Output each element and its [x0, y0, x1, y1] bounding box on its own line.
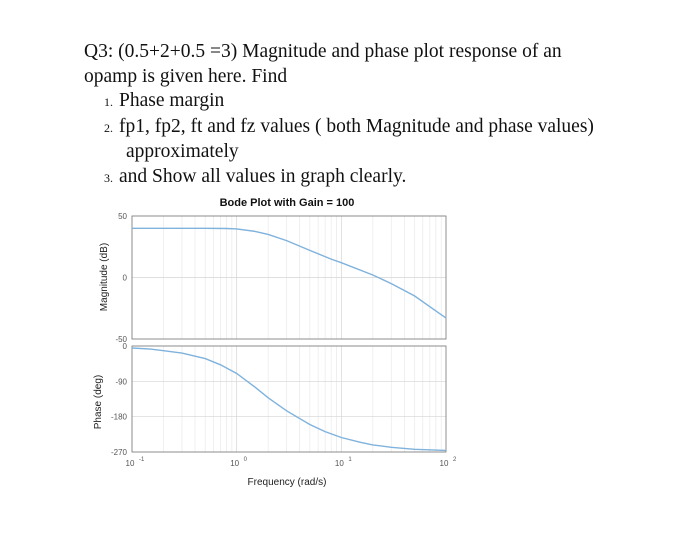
list-number: 2.	[104, 120, 113, 135]
list-item: 3. and Show all values in graph clearly.	[84, 165, 674, 191]
x-tick-label: 10	[126, 459, 135, 468]
magnitude-series-line	[132, 227, 447, 319]
x-tick-exponent: 1	[348, 457, 352, 463]
x-tick-exponent: -1	[139, 457, 145, 463]
x-tick-label: 10	[335, 459, 344, 468]
list-item: 2. fp1, fp2, ft and fz values ( both Mag…	[84, 115, 674, 141]
chart-title: Bode Plot with Gain = 100	[220, 197, 355, 209]
phase-grid	[131, 345, 446, 453]
phase-y-tick-label: -90	[115, 377, 127, 386]
list-text: and Show all values in graph clearly.	[119, 165, 407, 187]
x-tick-exponent: 2	[453, 457, 457, 463]
phase-series-line	[131, 347, 447, 452]
list-text: Phase margin	[119, 90, 225, 111]
phase-y-tick-label: -180	[111, 413, 128, 422]
list-item: 1. Phase margin	[84, 89, 674, 115]
question-text: Q3: (0.5+2+0.5 =3) Magnitude and phase p…	[84, 40, 674, 190]
magnitude-y-tick-label: 50	[118, 212, 127, 221]
phase-y-label: Phase (deg)	[93, 375, 104, 429]
magnitude-y-tick-label: 0	[123, 274, 128, 283]
frequency-x-ticks: 10 -1 10 0 10 1 10 2	[126, 457, 457, 468]
phase-y-tick-label: -270	[111, 448, 128, 457]
phase-plot-frame	[131, 345, 447, 453]
magnitude-y-ticks: 50 0 -50	[115, 212, 127, 344]
question-line-2: opamp is given here. Find	[84, 65, 288, 87]
question-line-1: Q3: (0.5+2+0.5 =3) Magnitude and phase p…	[84, 41, 562, 62]
frequency-x-label: Frequency (rad/s)	[248, 477, 327, 488]
magnitude-plot-frame	[131, 215, 447, 340]
list-number: 1.	[104, 95, 113, 109]
x-tick-label: 10	[440, 459, 449, 468]
list-text: approximately	[126, 141, 239, 162]
list-number: 3.	[104, 170, 113, 185]
phase-y-tick-label: 0	[123, 342, 128, 351]
phase-y-ticks: 0 -90 -180 -270	[111, 342, 128, 457]
list-text: fp1, fp2, ft and fz values ( both Magnit…	[119, 115, 594, 137]
x-tick-label: 10	[230, 459, 239, 468]
magnitude-y-label: Magnitude (dB)	[99, 243, 110, 311]
magnitude-y-tick-label: -50	[115, 335, 127, 344]
x-tick-exponent: 0	[244, 457, 248, 463]
list-item-continuation: approximately	[84, 140, 674, 165]
magnitude-grid	[131, 215, 446, 340]
